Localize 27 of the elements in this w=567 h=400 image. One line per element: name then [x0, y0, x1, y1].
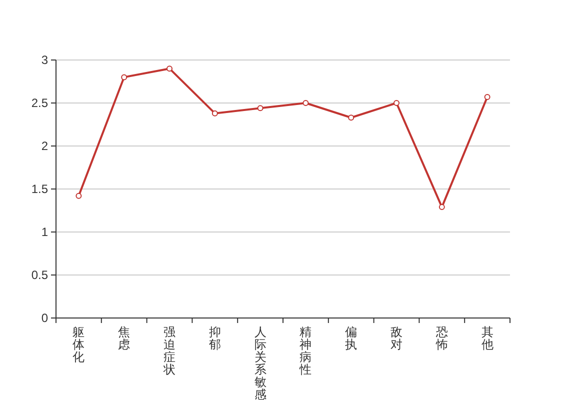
- y-tick-label: 2: [41, 139, 48, 153]
- x-tick-label: 抑郁: [208, 325, 221, 352]
- point: [76, 192, 82, 199]
- y-tick-label: 0.5: [31, 268, 48, 282]
- x-tick-label: 偏执: [345, 325, 358, 352]
- point: [394, 100, 400, 106]
- x-tick-label: 焦虑: [118, 325, 130, 352]
- y-tick-label: 1: [41, 225, 48, 239]
- point: [257, 105, 264, 112]
- x-tick-label: 精神病性: [298, 325, 312, 376]
- point: [212, 110, 218, 116]
- point: [302, 100, 309, 106]
- point: [484, 94, 490, 100]
- y-tick-label: 1.5: [31, 182, 48, 196]
- y-tick-label: 3: [41, 53, 48, 67]
- point: [121, 74, 128, 80]
- x-tick-label: 恐怖: [434, 325, 448, 352]
- x-tick-label: 躯体化: [72, 325, 85, 364]
- point: [348, 114, 354, 121]
- x-tick-label: 强迫症状: [162, 325, 176, 376]
- x-tick-label: 人际关系敏感: [254, 325, 266, 400]
- y-tick-label: 0: [41, 311, 48, 325]
- point: [438, 204, 445, 210]
- x-tick-label: 其他: [481, 325, 494, 352]
- x-tick-label: 敌对: [390, 325, 402, 352]
- point: [166, 66, 172, 72]
- y-tick-label: 2.5: [31, 96, 48, 110]
